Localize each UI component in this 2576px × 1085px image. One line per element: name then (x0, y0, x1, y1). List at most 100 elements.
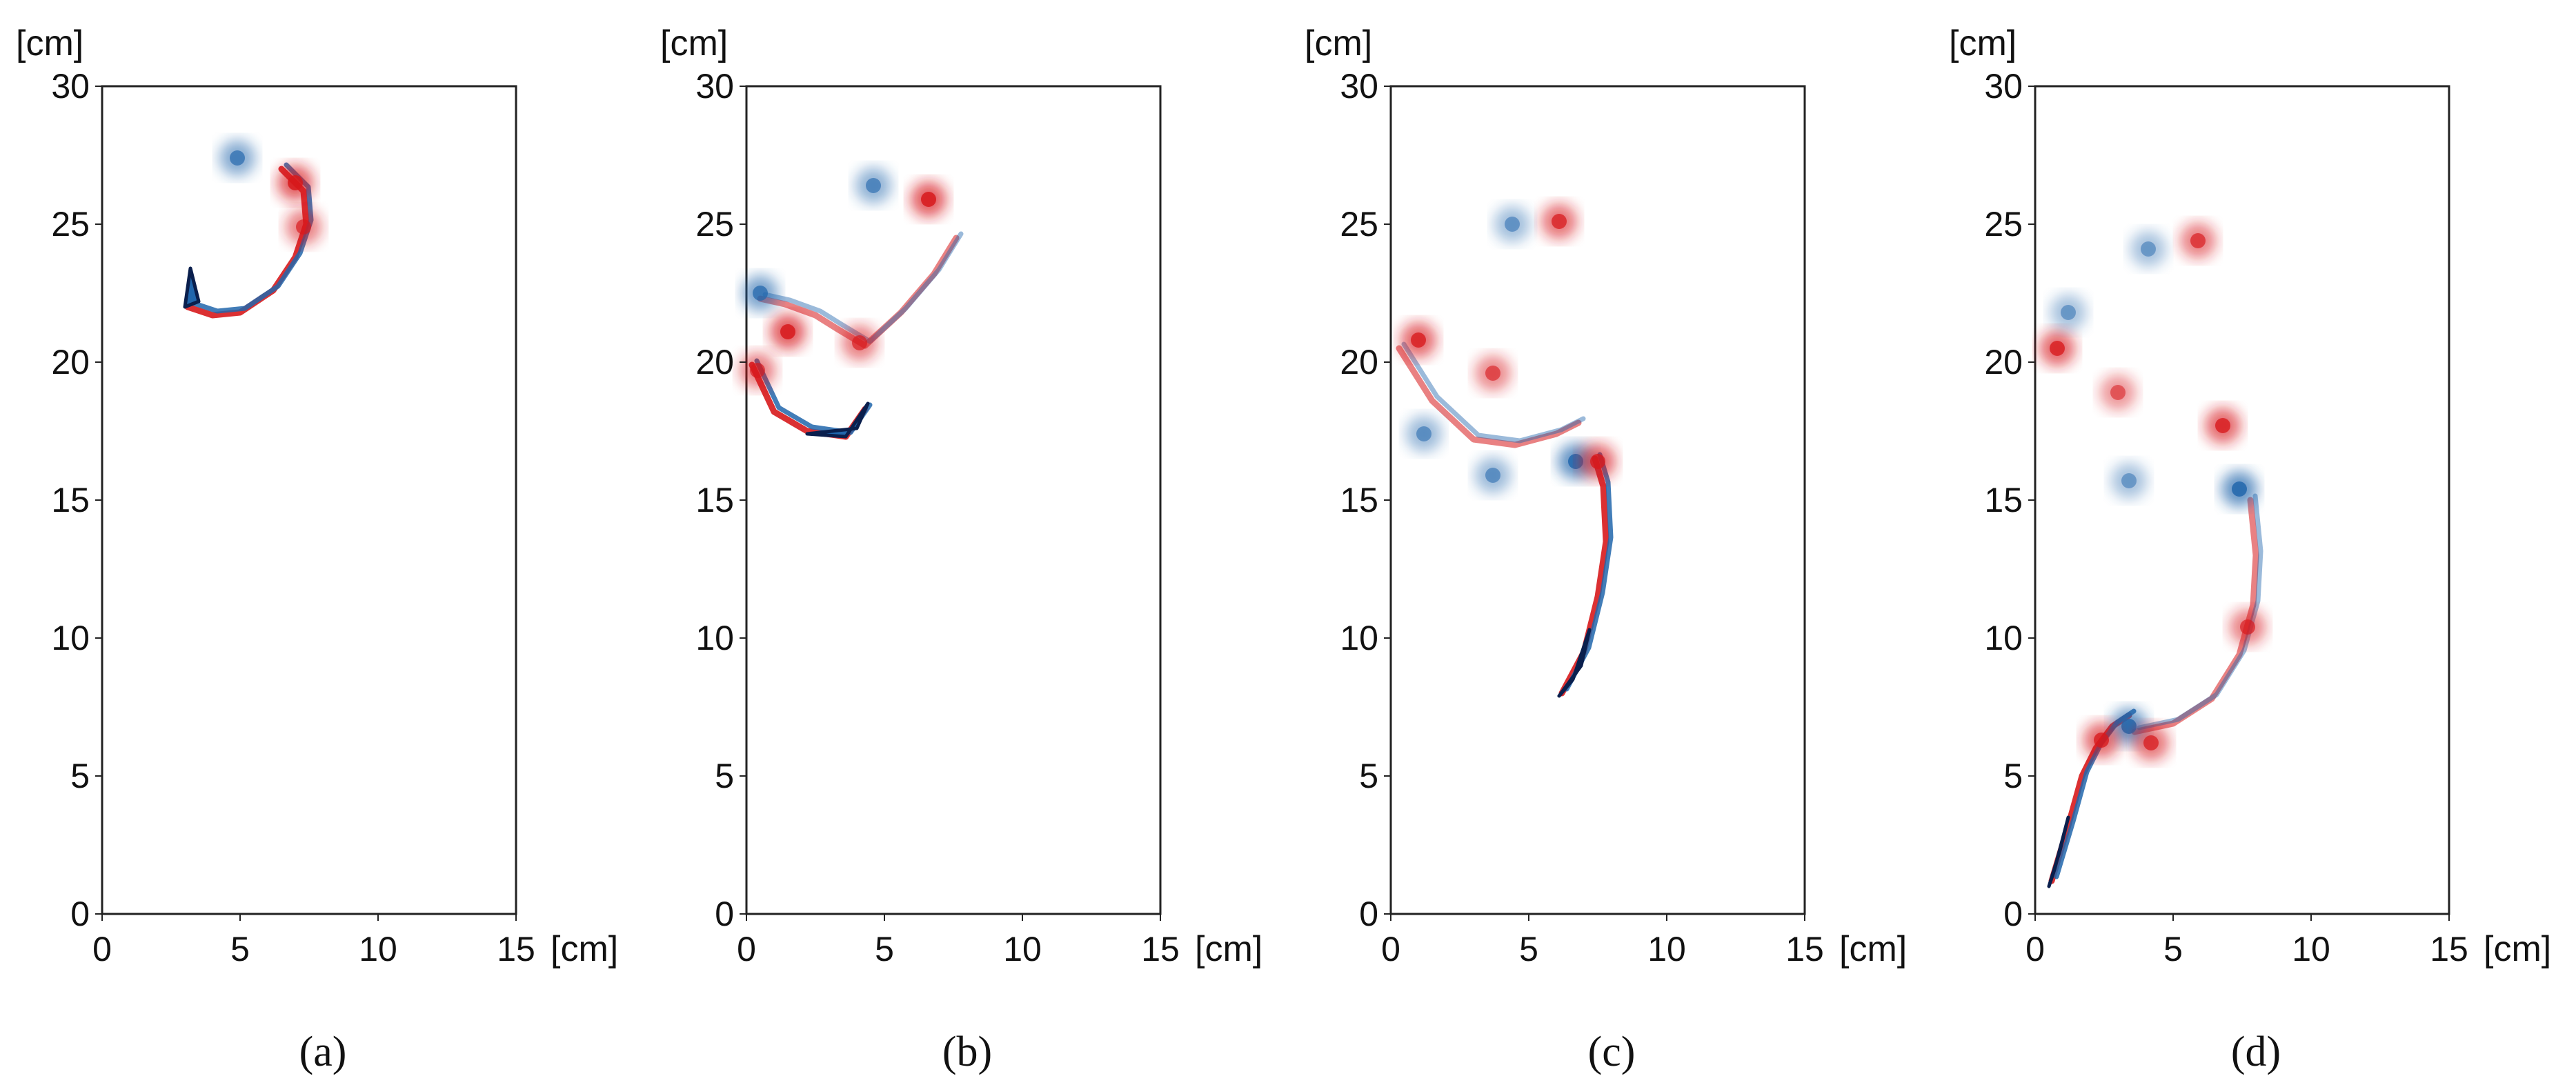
positive-vortex-core (2240, 619, 2255, 635)
negative-vortex-core (1416, 426, 1431, 441)
wake-shear-layer-positive (1396, 345, 1582, 448)
y-tick-label: 25 (51, 205, 90, 243)
negative-vortex-core (1505, 217, 1520, 232)
positive-vortex-core (2190, 233, 2206, 248)
plot-frame (745, 85, 1162, 915)
x-unit-label: [cm] (1839, 929, 1907, 969)
positive-vortex-core (296, 219, 311, 235)
y-tick-label: 10 (695, 619, 734, 657)
negative-vortex (2130, 231, 2166, 267)
x-tick-label: 15 (1141, 930, 1180, 968)
swimmer-body (183, 266, 201, 309)
panel-c: 0 5 10 15 0 5 10 15 20 25 30 [cm] [cm] (c) (1305, 23, 1907, 1075)
positive-vortex-core (2094, 733, 2109, 748)
y-tick-label: 0 (70, 895, 90, 933)
positive-vortex-core (1485, 366, 1500, 381)
negative-vortex-core (753, 286, 768, 301)
y-tick-label: 5 (2003, 757, 2023, 795)
y-tick-label: 10 (1984, 619, 2023, 657)
wake-shear-layer-negative (1401, 341, 1586, 444)
y-tick-label: 5 (70, 757, 90, 795)
y-tick-label: 10 (1340, 619, 1378, 657)
y-unit-label: [cm] (1305, 23, 1372, 63)
y-tick-label: 15 (51, 481, 90, 519)
positive-vortex-core (2110, 385, 2126, 400)
y-tick-label: 15 (1340, 481, 1378, 519)
y-tick-label: 0 (2003, 895, 2023, 933)
swimmer-body (805, 401, 870, 439)
negative-vortex-core (866, 178, 881, 193)
negative-vortex-core (2232, 481, 2247, 497)
y-tick-label: 30 (1340, 67, 1378, 106)
panel-caption: (c) (1588, 1028, 1636, 1075)
y-tick-label: 20 (1984, 343, 2023, 381)
y-tick-label: 30 (695, 67, 734, 106)
y-tick-label: 30 (51, 67, 90, 106)
x-tick-label: 15 (497, 930, 535, 968)
x-tick-label: 10 (1647, 930, 1686, 968)
y-tick-label: 5 (715, 757, 734, 795)
y-tick-label: 15 (695, 481, 734, 519)
y-tick-label: 20 (51, 343, 90, 381)
positive-vortex-core (750, 363, 765, 378)
y-unit-label: [cm] (16, 23, 83, 63)
swimmer-body (1557, 628, 1592, 698)
positive-vortex-core (1411, 332, 1426, 348)
positive-vortex-core (1552, 214, 1567, 229)
panel-a: 0 5 10 15 0 5 10 15 20 25 30 [cm] [cm] (a) (16, 23, 618, 1075)
y-tick-label: 25 (1340, 205, 1378, 243)
positive-vortex-core (1590, 454, 1605, 469)
x-tick-label: 0 (1381, 930, 1400, 968)
positive-vortex-core (852, 335, 867, 350)
positive-vortex-core (2215, 418, 2230, 433)
negative-vortex (2050, 295, 2086, 330)
negative-vortex-core (230, 150, 245, 166)
negative-vortex-core (2121, 473, 2137, 488)
negative-vortex-core (1485, 468, 1500, 483)
x-tick-label: 10 (2292, 930, 2330, 968)
plot-frame (1389, 85, 1806, 915)
y-tick-label: 20 (1340, 343, 1378, 381)
positive-vortex-core (288, 175, 303, 190)
panel-b: 0 5 10 15 0 5 10 15 20 25 30 [cm] [cm] (b) (660, 23, 1262, 1075)
x-unit-label: [cm] (551, 929, 618, 969)
x-tick-label: 0 (92, 930, 112, 968)
positive-vortex-core (2143, 735, 2159, 750)
y-tick-label: 20 (695, 343, 734, 381)
x-tick-label: 15 (2430, 930, 2468, 968)
y-tick-label: 10 (51, 619, 90, 657)
panel-caption: (d) (2231, 1028, 2281, 1075)
x-tick-label: 15 (1785, 930, 1824, 968)
x-tick-label: 5 (875, 930, 894, 968)
wake-shear-layer-positive (2131, 497, 2259, 735)
x-tick-label: 10 (359, 930, 397, 968)
y-tick-label: 0 (715, 895, 734, 933)
negative-vortex-core (2061, 305, 2076, 320)
swimmer-body (2047, 815, 2070, 888)
panel-d: 0 5 10 15 0 5 10 15 20 25 30 [cm] [cm] (d) (1949, 23, 2551, 1075)
y-tick-label: 15 (1984, 481, 2023, 519)
negative-vortex (2111, 463, 2147, 499)
negative-vortex-core (2141, 241, 2156, 257)
x-tick-label: 5 (1519, 930, 1538, 968)
x-tick-label: 0 (2025, 930, 2045, 968)
panel-caption: (b) (942, 1028, 992, 1075)
y-unit-label: [cm] (660, 23, 728, 63)
positive-vortex-core (921, 192, 936, 207)
y-unit-label: [cm] (1949, 23, 2017, 63)
y-tick-label: 0 (1359, 895, 1378, 933)
negative-vortex-core (2121, 719, 2137, 734)
x-tick-label: 0 (737, 930, 756, 968)
negative-vortex-core (1568, 454, 1583, 469)
positive-vortex-core (780, 324, 795, 339)
x-tick-label: 5 (230, 930, 250, 968)
y-tick-label: 25 (695, 205, 734, 243)
panel-caption: (a) (299, 1028, 347, 1075)
positive-vortex-core (2050, 341, 2065, 356)
x-tick-label: 5 (2163, 930, 2183, 968)
y-tick-label: 25 (1984, 205, 2023, 243)
x-tick-label: 10 (1003, 930, 1042, 968)
y-tick-label: 5 (1359, 757, 1378, 795)
x-unit-label: [cm] (1195, 929, 1262, 969)
